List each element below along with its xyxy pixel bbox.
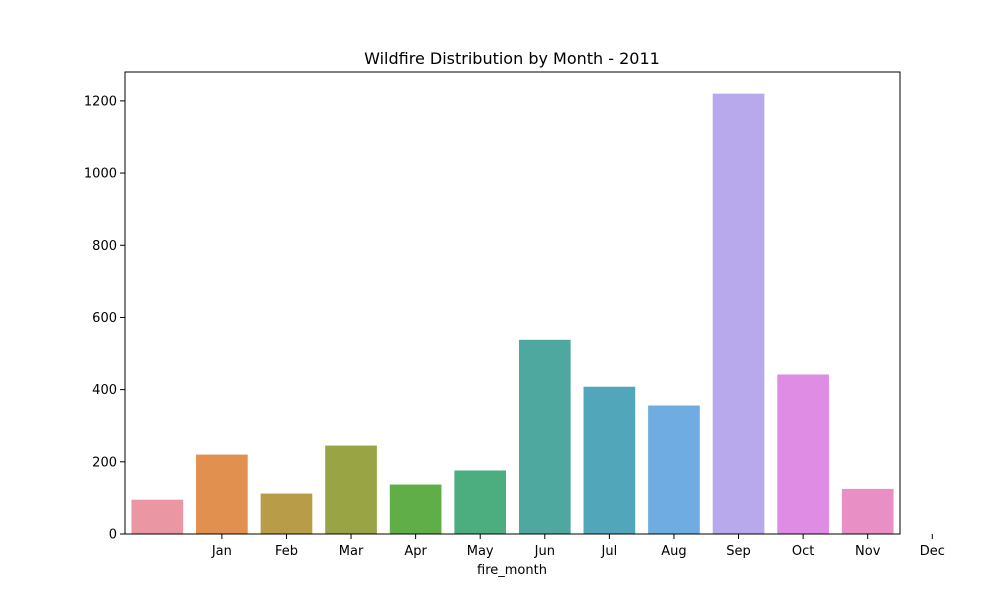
plot-frame (124, 71, 901, 535)
x-tick-label: Aug (661, 544, 686, 559)
bar-11 (841, 488, 894, 534)
x-tick-label: Sep (726, 544, 751, 559)
x-tick-label: Jan (211, 544, 232, 559)
bar-1 (196, 454, 248, 534)
bar-7 (583, 386, 636, 534)
x-tick-label: Feb (275, 544, 298, 559)
x-tick-label: Apr (404, 544, 427, 559)
x-tick-label: Mar (339, 544, 364, 559)
bar-9 (712, 93, 765, 534)
x-tick-label: Jul (601, 544, 618, 559)
axes-group: 0 200 400 600 800 1000 1200 Jan Feb Mar Apr May Jun J… (84, 71, 945, 559)
bars-group (131, 93, 894, 534)
bar-3 (325, 445, 377, 534)
x-tick-label: Jun (534, 544, 555, 559)
y-tick-label: 600 (92, 311, 117, 326)
y-tick-label: 400 (92, 383, 117, 398)
chart-title: Wildfire Distribution by Month - 2011 (364, 49, 660, 68)
x-tick-label: May (467, 544, 494, 559)
bar-6 (518, 339, 571, 534)
y-tick-label: 800 (92, 239, 117, 254)
x-axis-label: fire_month (477, 563, 547, 578)
x-tick-label: Oct (792, 544, 814, 559)
bar-2 (260, 493, 313, 534)
x-tick-label: Nov (855, 544, 881, 559)
bar-0 (131, 499, 184, 534)
x-tick-label: Dec (920, 544, 945, 559)
y-tick-label: 1000 (84, 167, 117, 182)
y-tick-label: 0 (109, 528, 117, 543)
bar-10 (777, 374, 829, 534)
bar-8 (648, 405, 700, 534)
bar-4 (389, 484, 442, 534)
y-tick-label: 200 (92, 455, 117, 470)
y-tick-label: 1200 (84, 94, 117, 109)
bar-5 (454, 470, 507, 534)
